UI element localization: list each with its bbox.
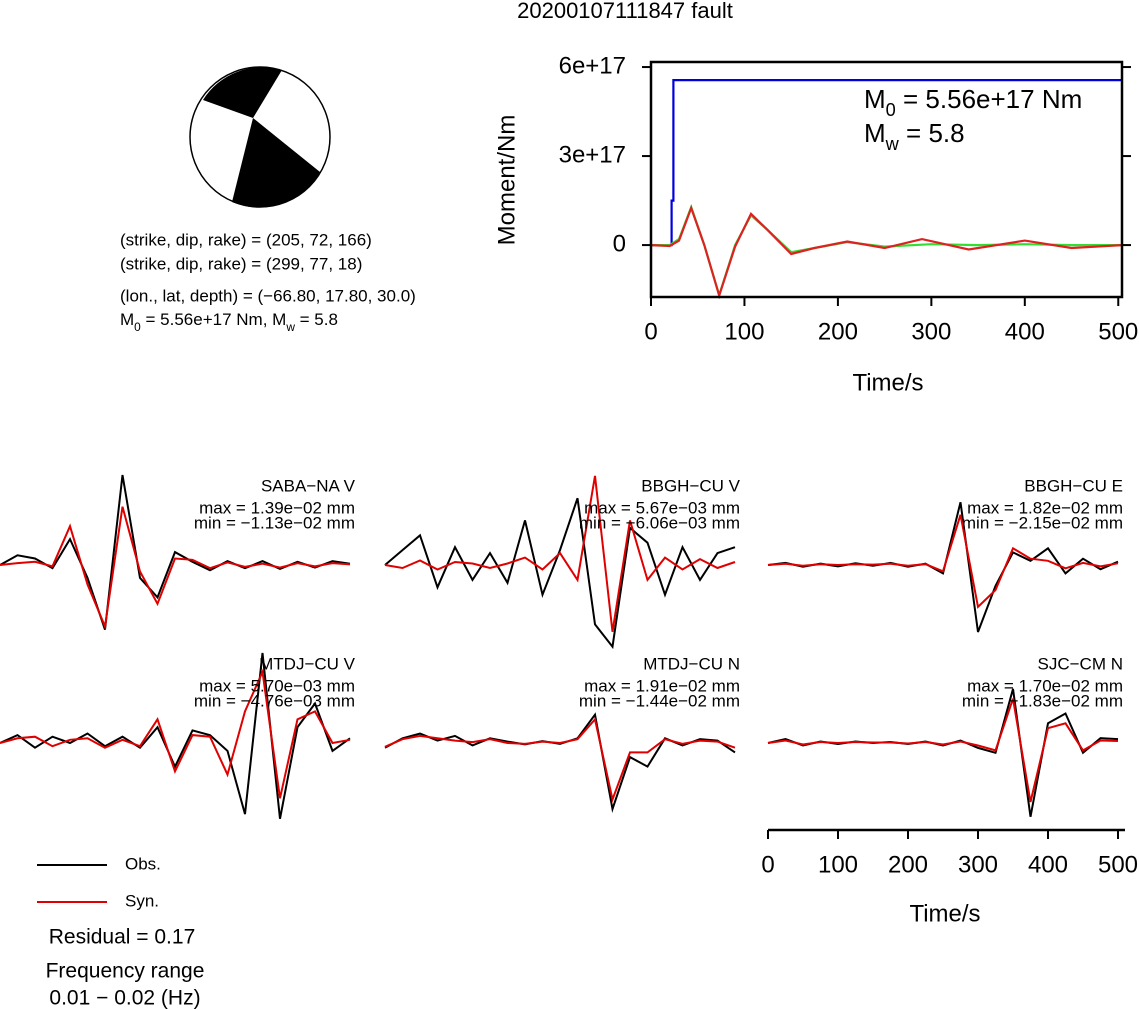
y-tick-label: 3e+17 [559,141,626,168]
y-tick-label: 6e+17 [559,52,626,79]
subscript: 0 [886,100,896,120]
min-amplitude: min = −1.44e−02 mm [579,691,740,710]
max-amplitude: max = 1.82e−02 mm [967,498,1123,517]
x-tick-label: 500 [1098,851,1138,878]
mechanism-line: (lon., lat, depth) = (−66.80, 17.80, 30.… [120,286,416,305]
x-tick-label: 200 [888,851,928,878]
max-amplitude: max = 5.70e−03 mm [199,676,355,695]
mechanism-line: (strike, dip, rake) = (205, 72, 166) [120,230,372,249]
x-tick-label: 500 [1098,318,1138,345]
text-part: = 5.8 [899,118,965,148]
max-amplitude: max = 1.39e−02 mm [199,498,355,517]
observed-trace [384,712,736,813]
x-axis-label: Time/s [909,900,980,927]
legend-label: Obs. [125,854,161,873]
x-tick-label: 0 [761,851,774,878]
moment-line: M0 = 5.56e+17 Nm, Mw = 5.8 [120,310,338,334]
min-amplitude: min = −1.83e−02 mm [962,691,1123,710]
min-amplitude: min = −6.06e−03 mm [579,513,740,532]
annotation: Mw = 5.8 [864,118,965,154]
legend-label: Syn. [125,891,159,910]
moment-curve [651,203,1122,299]
synthetic-trace [384,717,736,804]
synthetic-trace [384,475,736,632]
moment-curve [650,204,1123,300]
x-tick-label: 300 [958,851,998,878]
residual: Residual = 0.17 [49,926,196,949]
subscript: w [885,134,900,154]
beachball-compression [203,67,282,118]
beachball-compression [232,118,320,208]
station-name: MTDJ−CU V [259,654,356,673]
figure-title: 20200107111847 fault [517,0,733,23]
station-name: BBGH−CU V [641,476,740,495]
x-tick-label: 100 [724,318,764,345]
max-amplitude: max = 1.91e−02 mm [584,676,740,695]
synthetic-trace [767,698,1119,803]
annotation: M0 = 5.56e+17 Nm [864,84,1082,120]
min-amplitude: min = −1.13e−02 mm [194,513,355,532]
min-amplitude: min = −2.15e−02 mm [962,513,1123,532]
x-tick-label: 200 [818,318,858,345]
max-amplitude: max = 1.70e−02 mm [967,676,1123,695]
mechanism-line: (strike, dip, rake) = (299, 77, 18) [120,254,362,273]
synthetic-trace [767,514,1119,609]
x-tick-label: 400 [1028,851,1068,878]
x-tick-label: 400 [1005,318,1045,345]
beachball [189,66,331,208]
subscript: w [285,320,295,334]
text-part: = 5.8 [295,310,338,329]
frequency-range: 0.01 − 0.02 (Hz) [49,987,200,1009]
text-part: = 5.56e+17 Nm [896,84,1082,114]
max-amplitude: max = 5.67e−03 mm [584,498,740,517]
y-axis-label: Moment/Nm [493,115,520,246]
observed-trace [384,497,736,650]
text-part: M [864,84,886,114]
station-name: BBGH−CU E [1024,476,1123,495]
synthetic-trace [0,668,351,799]
y-tick-label: 0 [613,230,626,257]
station-name: SJC−CM N [1038,654,1123,673]
plot-frame [649,60,1124,299]
x-tick-label: 0 [644,318,657,345]
text-part: = 5.56e+17 Nm, M [141,310,287,329]
station-name: SABA−NA V [261,476,356,495]
observed-trace [0,652,351,819]
min-amplitude: min = −4.76e−03 mm [194,691,355,710]
subscript: 0 [134,320,141,334]
x-axis-label: Time/s [852,369,923,396]
synthetic-trace [0,506,351,631]
text-part: M [864,118,886,148]
x-tick-label: 300 [911,318,951,345]
text-part: M [120,310,134,329]
station-name: MTDJ−CU N [643,654,740,673]
x-tick-label: 100 [818,851,858,878]
frequency-range-title: Frequency range [46,960,205,983]
